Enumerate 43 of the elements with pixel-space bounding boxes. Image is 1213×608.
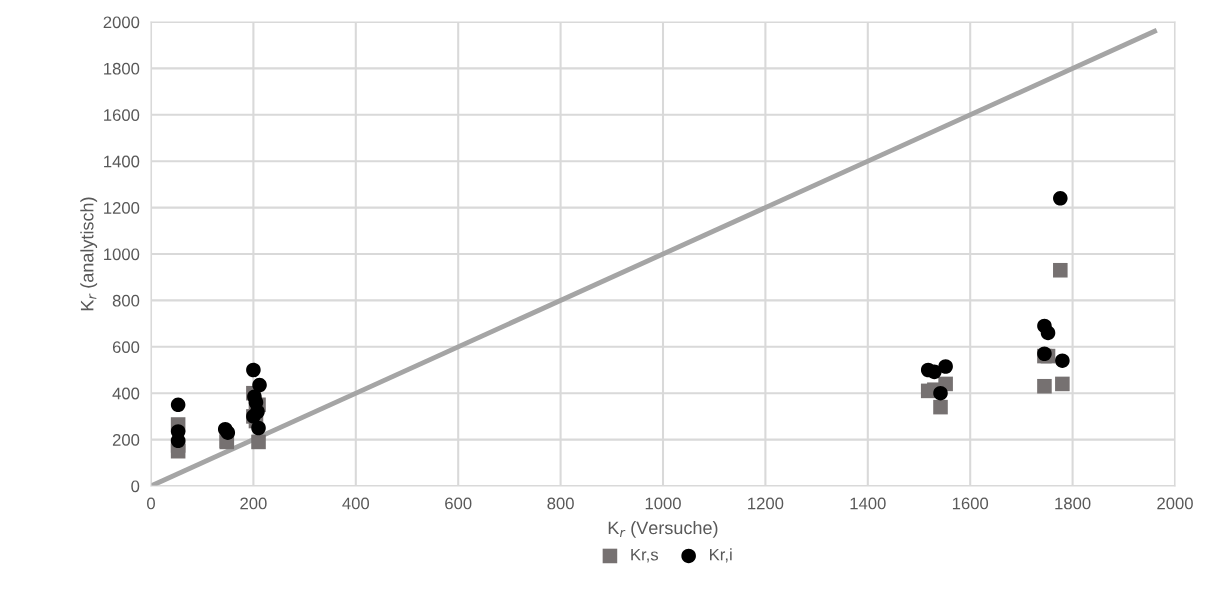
y-tick-label: 200 (112, 434, 140, 446)
point (1053, 191, 1068, 206)
y-tick-label: 800 (112, 294, 140, 307)
x-tick-label: 800 (547, 497, 574, 510)
y-tick-label: 1400 (104, 155, 140, 168)
x-tick-label: 400 (342, 497, 370, 510)
y-tick-label: 0 (131, 480, 140, 493)
x-tick-label: 1600 (952, 497, 989, 510)
y-tick-label: 1200 (104, 202, 140, 214)
point (250, 404, 265, 420)
x-tick-label: 1000 (645, 497, 681, 510)
point (251, 420, 266, 436)
point (938, 359, 953, 374)
x-tick-label: 0 (147, 497, 155, 510)
y-axis-title: K$_{r}$ (analytisch) (80, 197, 98, 311)
point (1053, 262, 1068, 278)
legend-label: Kr,i (710, 548, 732, 563)
point (220, 425, 236, 440)
point (1055, 376, 1070, 392)
x-tick-label: 2000 (1157, 497, 1193, 510)
legend-label: Kr,s (631, 548, 659, 563)
point (251, 434, 266, 450)
y-tick-label: 600 (112, 341, 140, 353)
y-tick-label: 400 (112, 387, 140, 400)
x-tick-label: 600 (445, 497, 472, 510)
point (933, 385, 948, 401)
point (252, 377, 267, 393)
y-tick-label: 1000 (104, 248, 140, 261)
point (927, 364, 942, 380)
point (1037, 378, 1052, 394)
point (170, 397, 186, 413)
x-tick-label: 1400 (850, 497, 886, 510)
x-axis-title: K$_{r}$ (Versuche) (608, 520, 718, 538)
x-tick-label: 1800 (1055, 497, 1091, 510)
y-tick-label: 1800 (104, 62, 140, 75)
x-tick-label: 200 (240, 497, 267, 510)
point (933, 399, 948, 415)
point (246, 362, 261, 378)
point (1055, 353, 1070, 368)
point (1040, 325, 1056, 341)
x-tick-label: 1200 (748, 497, 784, 510)
y-tick-label: 1600 (104, 109, 140, 121)
y-tick-label: 2000 (103, 16, 140, 29)
